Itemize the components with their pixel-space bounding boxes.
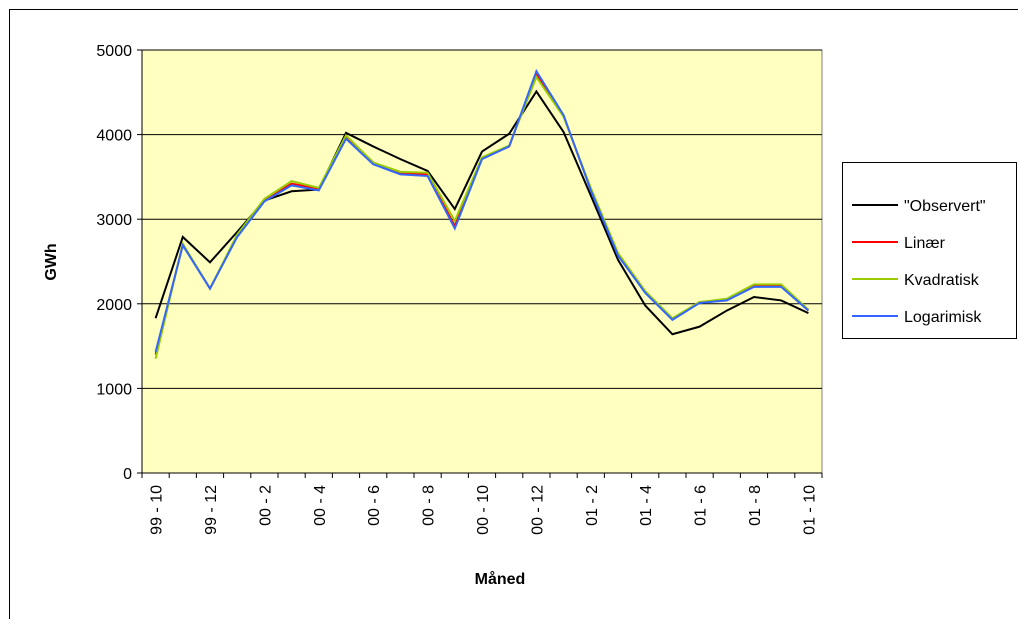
x-tick-label: 00 - 8	[421, 485, 438, 526]
y-tick-label: 3000	[96, 212, 132, 229]
series-line	[154, 68, 810, 353]
y-tick-label: 4000	[96, 128, 132, 145]
legend-label: Logarimisk	[904, 309, 982, 326]
y-tick-label: 0	[123, 466, 132, 483]
y-tick-label: 2000	[96, 297, 132, 314]
legend-label: Kvadratisk	[904, 272, 980, 289]
x-tick-label: 00 - 2	[257, 485, 274, 526]
x-tick-label: 99 - 12	[203, 485, 220, 535]
y-tick-label: 5000	[96, 43, 132, 60]
x-tick-label: 00 - 10	[475, 485, 492, 535]
x-tick-label: 01 - 8	[747, 485, 764, 526]
x-tick-label: 01 - 2	[584, 485, 601, 526]
legend	[842, 162, 1017, 339]
y-axis-label: GWh	[43, 243, 60, 280]
x-tick-label: 00 - 4	[312, 485, 329, 526]
x-tick-label: 99 - 10	[149, 485, 166, 535]
x-tick-label: 01 - 6	[693, 485, 710, 526]
x-tick-label: 00 - 6	[366, 485, 383, 526]
x-tick-label: 00 - 12	[529, 485, 546, 535]
x-tick-label: 01 - 4	[638, 485, 655, 526]
legend-label: Linær	[904, 235, 946, 252]
legend-label: "Observert"	[904, 198, 986, 215]
plot-area	[141, 49, 823, 474]
y-tick-label: 1000	[96, 381, 132, 398]
x-axis-label: Måned	[475, 570, 526, 588]
x-tick-label: 01 - 10	[801, 485, 818, 535]
